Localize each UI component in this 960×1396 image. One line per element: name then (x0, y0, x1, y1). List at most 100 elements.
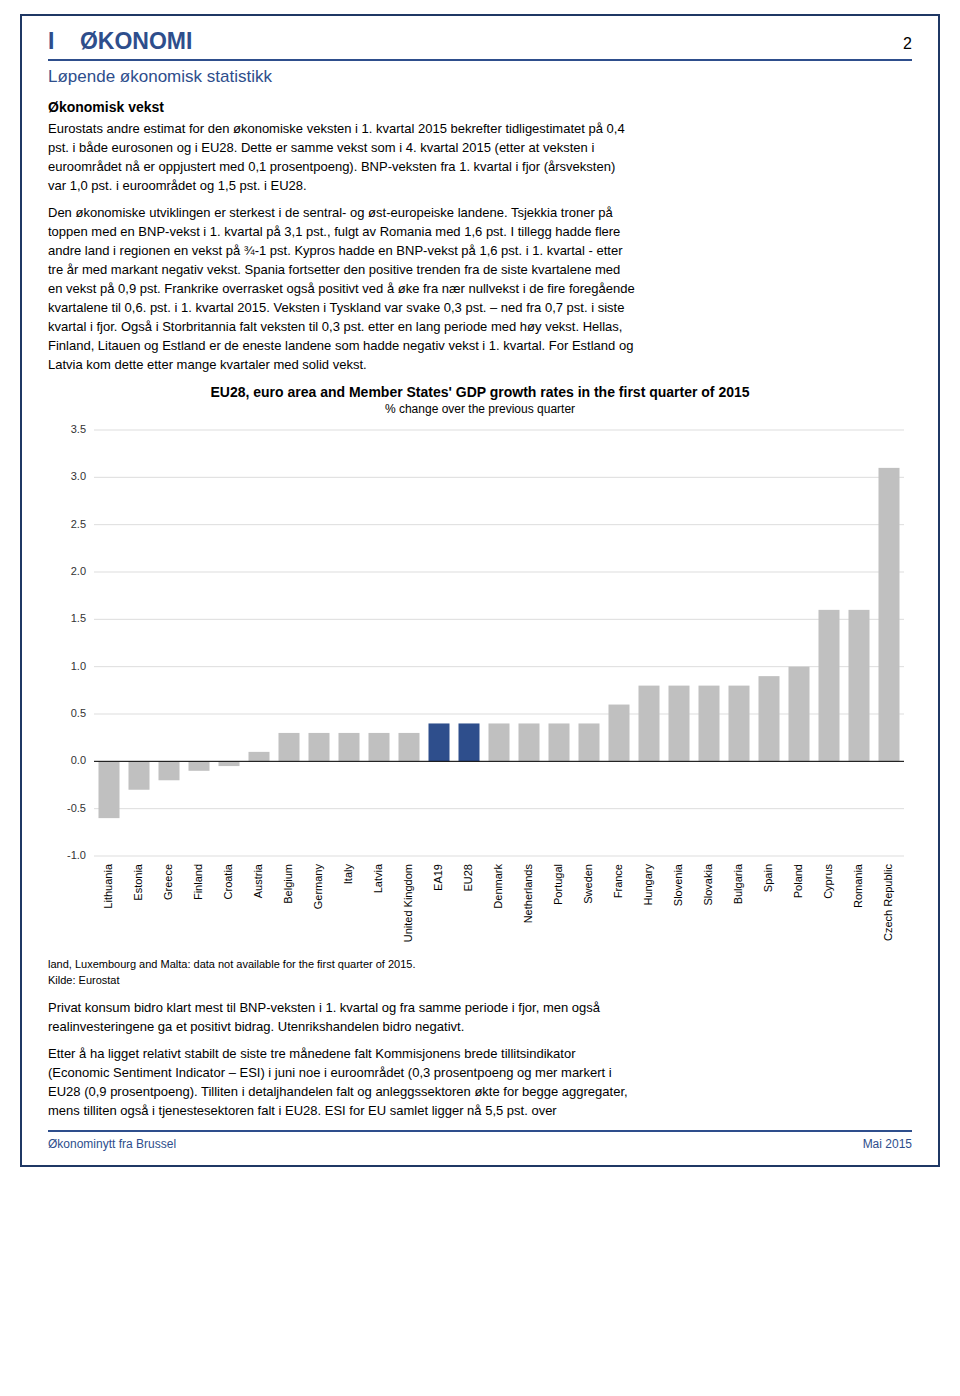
footer-date: Mai 2015 (863, 1137, 912, 1151)
x-tick-label: United Kingdom (402, 864, 414, 942)
x-tick-label: Estonia (132, 863, 144, 901)
source: Kilde: Eurostat (48, 972, 912, 988)
x-tick-label: Croatia (222, 863, 234, 899)
footer-text: Økonominytt fra Brussel (48, 1137, 176, 1151)
x-tick-label: Slovakia (702, 863, 714, 905)
y-tick-label: 1.0 (71, 660, 86, 672)
bar (819, 610, 840, 761)
grid-line (94, 524, 904, 525)
bar (309, 733, 330, 761)
text-line: kvartalene til 0,6. pst. i 1. kvartal 20… (48, 298, 912, 317)
bar (279, 733, 300, 761)
y-tick-label: -1.0 (67, 849, 86, 861)
x-tick-label: Cyprus (822, 864, 834, 899)
y-tick-label: 1.5 (71, 612, 86, 624)
text-line: (Economic Sentiment Indicator – ESI) i j… (48, 1063, 912, 1082)
text-line: kvartal i fjor. Også i Storbritannia fal… (48, 317, 912, 336)
page-number: 2 (903, 35, 912, 53)
bar (849, 610, 870, 761)
text-line: realinvesteringene ga et positivt bidrag… (48, 1017, 912, 1036)
page: I ØKONOMI 2 Løpende økonomisk statistikk Øk… (20, 14, 940, 1167)
chart-title: EU28, euro area and Member States' GDP g… (48, 384, 912, 400)
x-tick-label: Austria (252, 863, 264, 898)
chart-subtitle: % change over the previous quarter (48, 402, 912, 416)
grid-line (94, 761, 904, 762)
text-line: Latvia kom dette etter mange kvartaler m… (48, 355, 912, 374)
grid-line (94, 714, 904, 715)
grid-line (94, 477, 904, 478)
bar (399, 733, 420, 761)
x-tick-label: Finland (192, 864, 204, 900)
bar (189, 761, 210, 770)
bar (699, 686, 720, 762)
text-line: Etter å ha ligget relativt stabilt de si… (48, 1044, 912, 1063)
grid-line (94, 808, 904, 809)
text-line: Privat konsum bidro klart mest til BNP-v… (48, 998, 912, 1017)
x-tick-label: Lithuania (102, 863, 114, 909)
x-tick-label: Germany (312, 864, 324, 910)
bar (429, 723, 450, 761)
x-tick-label: Netherlands (522, 864, 534, 924)
text-line: Den økonomiske utviklingen er sterkest i… (48, 203, 912, 222)
bar (639, 686, 660, 762)
x-tick-label: Hungary (642, 864, 654, 906)
x-tick-label: Denmark (492, 864, 504, 909)
paragraph: Eurostats andre estimat for den økonomis… (48, 119, 912, 195)
y-tick-label: -0.5 (67, 802, 86, 814)
header: I ØKONOMI 2 (48, 28, 912, 61)
x-tick-label: Latvia (372, 863, 384, 893)
bar (879, 468, 900, 761)
y-tick-label: 3.5 (71, 423, 86, 435)
x-tick-label: Spain (762, 864, 774, 892)
y-tick-label: 2.5 (71, 518, 86, 530)
heading: Økonomisk vekst (48, 99, 912, 115)
bar (219, 761, 240, 766)
y-tick-label: 2.0 (71, 565, 86, 577)
x-tick-label: Poland (792, 864, 804, 898)
chart: -1.0 -0.5 0.0 0.5 1.0 1.5 2.0 2.5 3.0 3.5 Lithuani… (48, 416, 916, 956)
footer: Økonominytt fra Brussel Mai 2015 (48, 1130, 912, 1151)
x-tick-label: Slovenia (672, 863, 684, 906)
footnote: land, Luxembourg and Malta: data not ava… (48, 956, 912, 972)
text-line: Eurostats andre estimat for den økonomis… (48, 119, 912, 138)
grid-line (94, 572, 904, 573)
bar (159, 761, 180, 780)
paragraph: Den økonomiske utviklingen er sterkest i… (48, 203, 912, 374)
grid (94, 430, 904, 856)
x-tick-label: Belgium (282, 864, 294, 904)
x-tick-label: Portugal (552, 864, 564, 905)
bar (489, 723, 510, 761)
paragraph: Etter å ha ligget relativt stabilt de si… (48, 1044, 912, 1120)
text-line: pst. i både eurosonen og i EU28. Dette e… (48, 138, 912, 157)
text-line: tre år med markant negativ vekst. Spania… (48, 260, 912, 279)
bar (459, 723, 480, 761)
y-ticks: -1.0 -0.5 0.0 0.5 1.0 1.5 2.0 2.5 3.0 3.5 (67, 423, 86, 861)
x-tick-label: Czech Republic (882, 864, 894, 942)
bar (669, 686, 690, 762)
bar (549, 723, 570, 761)
grid-line (94, 430, 904, 431)
section-title: I ØKONOMI (48, 28, 192, 55)
text-line: mens tilliten også i tjenestesektoren fa… (48, 1101, 912, 1120)
text-line: toppen med en BNP-vekst i 1. kvartal på … (48, 222, 912, 241)
text-line: euroområdet nå er oppjustert med 0,1 pro… (48, 157, 912, 176)
bar (99, 761, 120, 818)
grid-line (94, 619, 904, 620)
section-subtitle: Løpende økonomisk statistikk (48, 67, 912, 87)
bar (519, 723, 540, 761)
x-tick-label: Romania (852, 863, 864, 908)
text-line: var 1,0 pst. i euroområdet og 1,5 pst. i… (48, 176, 912, 195)
bar (609, 705, 630, 762)
chart-notes: land, Luxembourg and Malta: data not ava… (48, 956, 912, 988)
y-tick-label: 0.5 (71, 707, 86, 719)
y-tick-label: 3.0 (71, 470, 86, 482)
grid-line (94, 666, 904, 667)
text-line: EU28 (0,9 prosentpoeng). Tilliten i deta… (48, 1082, 912, 1101)
x-tick-label: Bulgaria (732, 863, 744, 904)
y-tick-label: 0.0 (71, 754, 86, 766)
text-line: en vekst på 0,9 pst. Frankrike overraske… (48, 279, 912, 298)
grid-line (94, 856, 904, 857)
bar (729, 686, 750, 762)
x-tick-label: EA19 (432, 864, 444, 891)
bar (759, 676, 780, 761)
